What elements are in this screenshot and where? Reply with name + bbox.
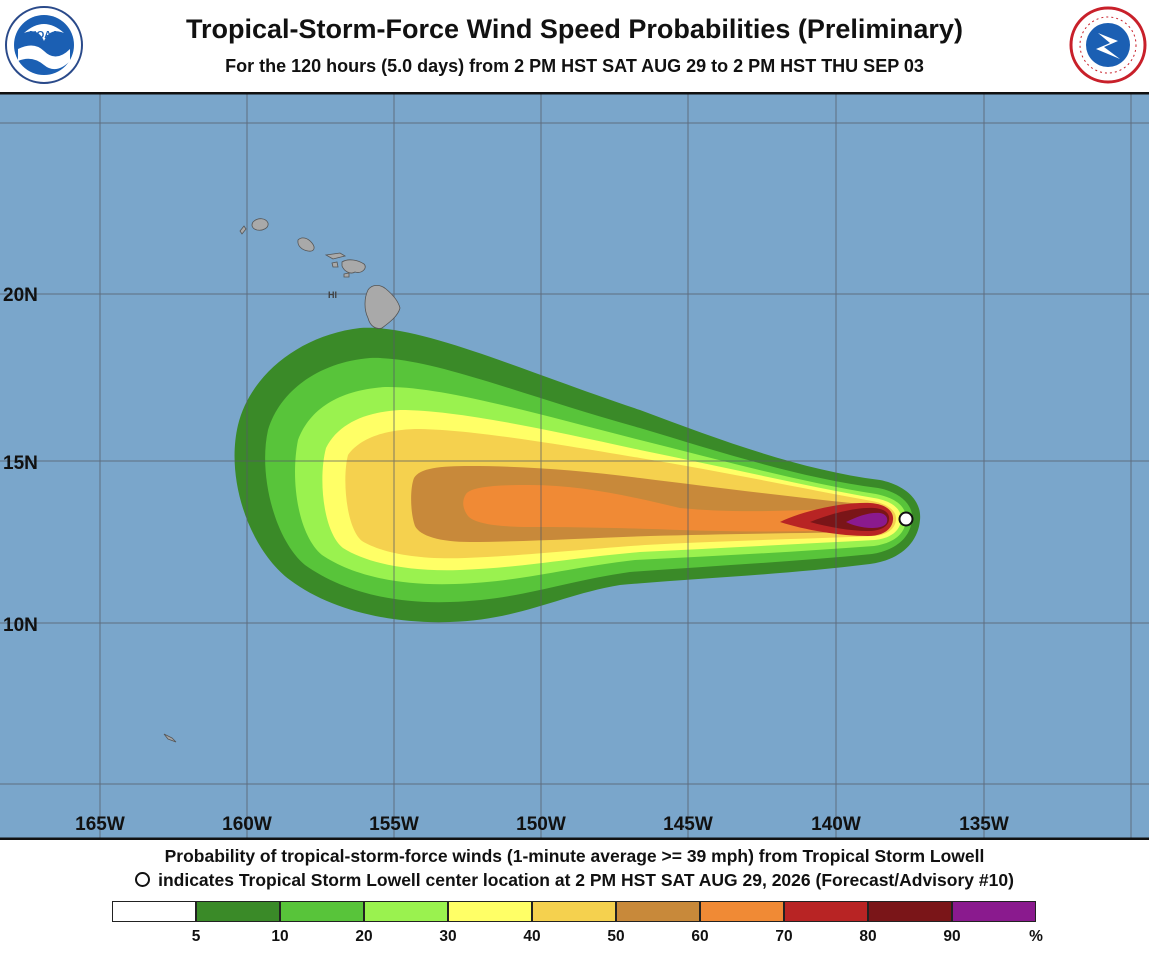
legend-center-note: indicates Tropical Storm Lowell center l… (0, 870, 1149, 891)
colorbar-tick-label: 70 (775, 928, 793, 945)
place-label-hi: HI (328, 290, 337, 300)
lon-label-150w: 150W (516, 814, 566, 835)
islet-lisianski (163, 733, 177, 743)
colorbar-tick-label: 80 (859, 928, 877, 945)
lon-label-155w: 155W (369, 814, 419, 835)
colorbar-swatch (364, 901, 448, 922)
probability-swath-90-plus (846, 512, 888, 528)
colorbar-tick-label: % (1029, 928, 1043, 945)
colorbar-swatch (868, 901, 952, 922)
hawaiian-islands (163, 218, 401, 743)
lon-label-145w: 145W (663, 814, 713, 835)
colorbar-tick-label: 90 (943, 928, 961, 945)
island-molokai (324, 252, 347, 260)
island-kauai (251, 218, 269, 231)
colorbar-swatch (112, 901, 196, 922)
legend-footer: Probability of tropical-storm-force wind… (0, 840, 1149, 953)
legend-center-text: indicates Tropical Storm Lowell center l… (158, 870, 1014, 890)
legend-description: Probability of tropical-storm-force wind… (164, 846, 985, 866)
colorbar-swatch (280, 901, 364, 922)
colorbar-swatch (784, 901, 868, 922)
colorbar-tick-label: 30 (439, 928, 457, 945)
colorbar-swatch (616, 901, 700, 922)
colorbar-tick-label: 50 (607, 928, 625, 945)
header: NOAA Tropical-Storm-Force Wind Speed Pro… (0, 0, 1149, 92)
probability-map: HI 20N 15N 10N 165W 160W 155W 150W 145W … (0, 92, 1149, 840)
lat-label-20n: 20N (3, 285, 38, 306)
colorbar-tick-label: 10 (271, 928, 289, 945)
lon-label-165w: 165W (75, 814, 125, 835)
storm-center-marker (898, 511, 914, 527)
map-title: Tropical-Storm-Force Wind Speed Probabil… (186, 14, 963, 44)
probability-swath-60-70 (463, 485, 886, 532)
graticule (0, 92, 1149, 840)
noaa-logo: NOAA (5, 6, 83, 84)
colorbar-swatch (952, 901, 1036, 922)
colorbar-swatch (448, 901, 532, 922)
svg-text:NOAA: NOAA (29, 30, 58, 41)
colorbar-tick-label: 20 (355, 928, 373, 945)
island-hawaii (364, 284, 401, 329)
national-weather-service-logo (1069, 6, 1147, 84)
storm-center-symbol (135, 871, 151, 887)
lat-label-10n: 10N (3, 615, 38, 636)
island-lanai (331, 261, 339, 268)
island-niihau (239, 225, 247, 235)
colorbar-tick-label: 40 (523, 928, 541, 945)
island-maui (341, 259, 366, 274)
lon-label-135w: 135W (959, 814, 1009, 835)
island-kahoolawe (343, 272, 350, 278)
island-oahu (297, 237, 315, 252)
lon-label-140w: 140W (811, 814, 861, 835)
map-subtitle: For the 120 hours (5.0 days) from 2 PM H… (225, 56, 924, 76)
colorbar-swatch (532, 901, 616, 922)
colorbar-swatch (196, 901, 280, 922)
colorbar-tick-label: 5 (191, 928, 201, 945)
colorbar-tick-label: 60 (691, 928, 709, 945)
lon-label-160w: 160W (222, 814, 272, 835)
lat-label-15n: 15N (3, 453, 38, 474)
colorbar-swatch (700, 901, 784, 922)
